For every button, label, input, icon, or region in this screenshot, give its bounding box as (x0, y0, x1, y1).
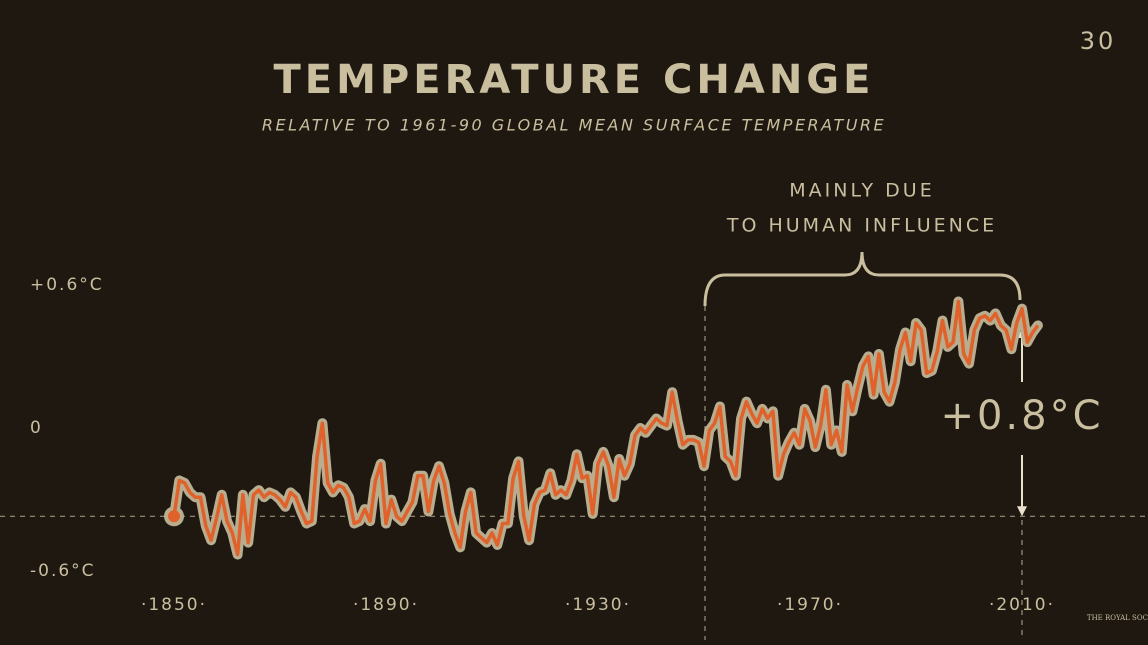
x-tick-label: ·2010· (989, 595, 1055, 615)
chart-title: TEMPERATURE CHANGE (274, 57, 875, 103)
x-tick-label: ·1850· (141, 595, 207, 615)
x-tick-label: ·1890· (353, 595, 419, 615)
arrow-head (1017, 506, 1027, 517)
line (172, 299, 1040, 557)
slide-number: 30 (1080, 27, 1117, 55)
change-label: +0.8°C (940, 393, 1103, 439)
start-dot-inner (168, 510, 180, 523)
chart-subtitle: RELATIVE TO 1961-90 GLOBAL MEAN SURFACE … (262, 116, 886, 135)
annotation: TO HUMAN INFLUENCE (726, 215, 997, 237)
x-tick-label: ·1930· (565, 595, 631, 615)
brace (703, 251, 1022, 307)
y-tick-label: 0 (30, 418, 43, 438)
y-tick-label: -0.6°C (30, 561, 96, 581)
logo: THE ROYAL SOCIETY (1087, 614, 1148, 622)
x-tick-label: ·1970· (777, 595, 843, 615)
annotation: MAINLY DUE (789, 180, 934, 202)
y-tick-label: +0.6°C (30, 275, 104, 295)
